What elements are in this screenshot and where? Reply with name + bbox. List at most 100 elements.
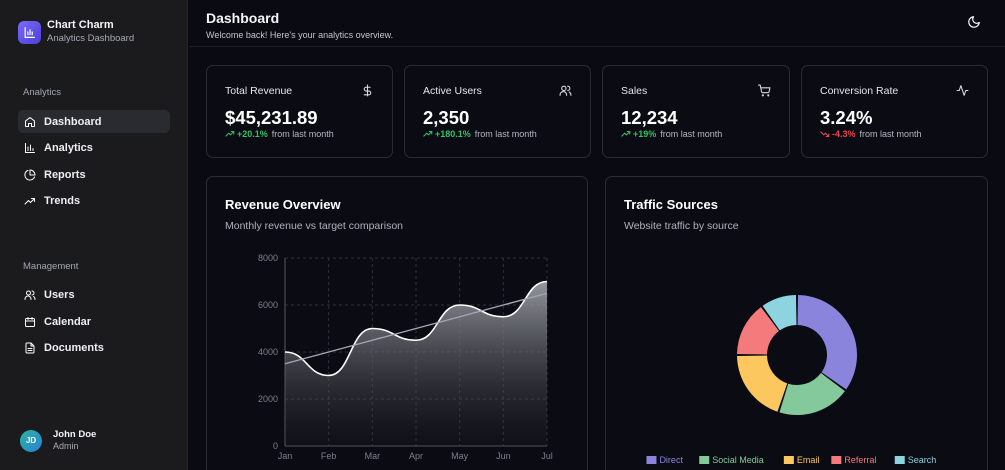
legend-swatch-search xyxy=(894,456,905,464)
user-role: Admin xyxy=(53,441,79,451)
cart-icon xyxy=(758,84,771,97)
x-tick-label: Jul xyxy=(541,451,553,461)
trend-up-icon xyxy=(225,130,235,137)
change-suffix: from last month xyxy=(474,129,537,139)
moon-icon[interactable] xyxy=(967,15,981,29)
page-subtitle: Welcome back! Here's your analytics over… xyxy=(206,30,394,40)
activity-icon xyxy=(956,85,969,96)
page-title: Dashboard xyxy=(206,10,280,26)
stat-value: 2,350 xyxy=(423,107,470,128)
stat-title: Conversion Rate xyxy=(820,85,899,97)
user-profile[interactable]: JD John Doe Admin xyxy=(20,429,96,452)
revenue-area xyxy=(285,281,547,446)
stat-value: 3.24% xyxy=(820,107,873,128)
x-tick-label: May xyxy=(451,451,469,461)
users-icon xyxy=(24,290,36,300)
home-icon xyxy=(25,116,35,127)
brand-subtitle: Analytics Dashboard xyxy=(47,33,135,44)
stat-change: -4.3% from last month xyxy=(820,129,922,139)
dollar-icon xyxy=(363,84,372,97)
change-value: +19% xyxy=(633,129,657,139)
sidebar-item-documents[interactable]: Documents xyxy=(18,336,170,359)
y-tick-label: 8000 xyxy=(258,253,278,263)
y-tick-label: 0 xyxy=(273,441,278,451)
traffic-sources-panel: Traffic Sources Website traffic by sourc… xyxy=(605,176,988,470)
sidebar-item-label: Dashboard xyxy=(44,115,102,128)
sidebar: Chart Charm Analytics Dashboard Analytic… xyxy=(0,0,188,470)
stat-value: 12,234 xyxy=(621,107,678,128)
users-icon xyxy=(559,85,572,96)
trending-up-icon xyxy=(24,197,35,204)
change-suffix: from last month xyxy=(271,129,334,139)
stat-title: Total Revenue xyxy=(225,85,293,97)
y-tick-label: 2000 xyxy=(258,394,278,404)
legend-label-email: Email xyxy=(797,455,820,465)
target-line xyxy=(284,292,548,365)
x-tick-label: Feb xyxy=(321,451,337,461)
traffic-chart: Direct Social Media Email Referral Search xyxy=(646,295,937,465)
change-value: +180.1% xyxy=(435,129,471,139)
trend-down-icon xyxy=(820,131,830,138)
sidebar-item-dashboard[interactable]: Dashboard xyxy=(18,110,170,133)
section-label-management: Management xyxy=(23,261,79,272)
legend-swatch-direct xyxy=(646,456,657,464)
legend-swatch-referral xyxy=(831,456,842,464)
sidebar-item-calendar[interactable]: Calendar xyxy=(18,310,170,333)
legend-swatch-social-media xyxy=(699,456,710,464)
stat-card-conversion-rate: Conversion Rate 3.24% -4.3% from last mo… xyxy=(801,65,988,158)
x-tick-label: Mar xyxy=(365,451,381,461)
legend-label-referral: Referral xyxy=(844,455,876,465)
avatar: JD xyxy=(20,429,42,452)
brand[interactable]: Chart Charm Analytics Dashboard xyxy=(18,19,134,45)
change-value: -4.3% xyxy=(832,129,856,139)
y-tick-label: 4000 xyxy=(258,347,278,357)
stat-card-active-users: Active Users 2,350 +180.1% from last mon… xyxy=(404,65,591,158)
legend-swatch-email xyxy=(783,456,794,464)
stat-change: +19% from last month xyxy=(621,129,722,139)
trend-up-icon xyxy=(423,130,433,137)
panel-subtitle: Monthly revenue vs target comparison xyxy=(225,220,404,232)
sidebar-item-label: Reports xyxy=(44,168,86,181)
change-suffix: from last month xyxy=(660,129,723,139)
sidebar-item-label: Analytics xyxy=(44,141,93,154)
calendar-icon xyxy=(25,316,35,327)
stat-card-sales: Sales 12,234 +19% from last month xyxy=(602,65,790,158)
change-suffix: from last month xyxy=(859,129,922,139)
brand-name: Chart Charm xyxy=(47,19,114,31)
revenue-line xyxy=(284,280,548,377)
trend-up-icon xyxy=(621,130,631,137)
stat-title: Sales xyxy=(621,85,648,97)
stat-change: +180.1% from last month xyxy=(423,129,537,139)
x-tick-label: Jun xyxy=(496,451,511,461)
sidebar-item-label: Documents xyxy=(44,341,104,354)
legend-label-search: Search xyxy=(908,455,937,465)
header: Dashboard Welcome back! Here's your anal… xyxy=(189,0,1005,47)
stat-title: Active Users xyxy=(423,85,482,97)
donut-slice-direct xyxy=(797,295,857,390)
sidebar-item-label: Calendar xyxy=(44,315,92,328)
sidebar-item-label: Trends xyxy=(44,194,81,207)
sidebar-item-reports[interactable]: Reports xyxy=(18,163,170,186)
pie-chart-icon xyxy=(24,169,36,181)
legend-label-direct: Direct xyxy=(659,455,683,465)
donut-slice-social-media xyxy=(779,373,845,415)
y-tick-label: 6000 xyxy=(258,300,278,310)
stat-value: $45,231.89 xyxy=(225,107,318,128)
x-tick-label: Jan xyxy=(278,451,293,461)
donut-slice-referral xyxy=(737,307,779,355)
section-label-analytics: Analytics xyxy=(23,87,62,98)
sidebar-item-analytics[interactable]: Analytics xyxy=(18,136,170,159)
sidebar-item-trends[interactable]: Trends xyxy=(18,189,170,212)
change-value: +20.1% xyxy=(237,129,268,139)
chart-logo-icon xyxy=(18,20,41,44)
stat-card-total-revenue: Total Revenue $45,231.89 +20.1% from las… xyxy=(206,65,393,158)
revenue-chart: 0 2000 4000 6000 8000 Jan Feb Mar Apr May Jun Jul xyxy=(258,253,553,461)
bar-chart-icon xyxy=(25,142,35,153)
donut-slice-search xyxy=(762,295,797,331)
legend-label-social-media: Social Media xyxy=(712,455,764,465)
revenue-overview-panel: Revenue Overview Monthly revenue vs targ… xyxy=(206,176,588,470)
sidebar-item-users[interactable]: Users xyxy=(18,283,170,306)
user-name: John Doe xyxy=(53,429,97,440)
panel-title: Traffic Sources xyxy=(624,197,718,212)
panel-subtitle: Website traffic by source xyxy=(624,220,739,232)
